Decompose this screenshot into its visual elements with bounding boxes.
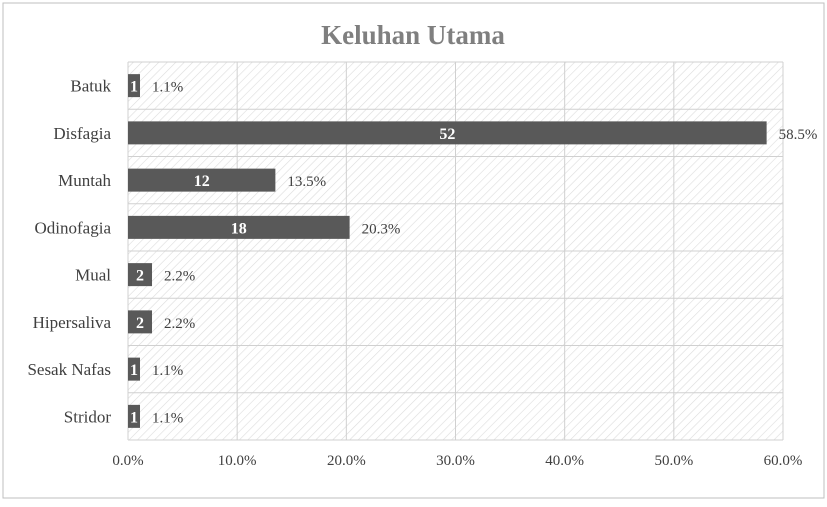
category-label: Odinofagia [35,218,112,237]
x-tick-label: 40.0% [545,453,584,469]
x-tick-label: 30.0% [436,453,475,469]
bar [128,168,276,192]
x-tick-label: 20.0% [327,453,366,469]
bars [128,74,767,428]
bar-percent-label: 2.2% [164,269,195,285]
bar [128,310,153,334]
category-label: Mual [75,266,111,285]
x-tick-label: 50.0% [654,453,693,469]
labels: 0.0% 10.0% 20.0% 30.0% 40.0% 50.0% 60.0% Batuk 1… [27,77,817,469]
bar-count-label: 1 [130,409,138,426]
bar-count-label: 1 [130,79,138,96]
bar-percent-label: 1.1% [152,80,183,96]
bar-percent-label: 58.5% [779,127,818,143]
bar [128,74,141,98]
category-label: Muntah [58,171,111,190]
bar [128,404,141,428]
category-label: Hipersaliva [33,313,112,332]
bar-count-label: 2 [136,315,144,332]
x-tick-label: 10.0% [218,453,257,469]
bar [128,215,350,239]
category-label: Stridor [64,407,112,426]
x-tick-label: 60.0% [764,453,803,469]
bar [128,263,153,287]
bar-percent-label: 1.1% [152,410,183,426]
bar-percent-label: 13.5% [287,174,326,190]
bar-count-label: 12 [194,173,210,190]
chart-title: Keluhan Utama [321,20,505,50]
x-tick-label: 0.0% [112,453,143,469]
bar [128,121,767,145]
category-label: Batuk [70,77,111,96]
bar-percent-label: 1.1% [152,363,183,379]
bar-count-label: 18 [231,220,247,237]
bar-percent-label: 20.3% [362,221,401,237]
category-label: Disfagia [53,124,111,143]
bar-count-label: 1 [130,362,138,379]
bar-count-label: 2 [136,268,144,285]
bar-count-label: 52 [439,126,455,143]
bar [128,357,141,381]
category-label: Sesak Nafas [27,360,111,379]
bar-percent-label: 2.2% [164,316,195,332]
